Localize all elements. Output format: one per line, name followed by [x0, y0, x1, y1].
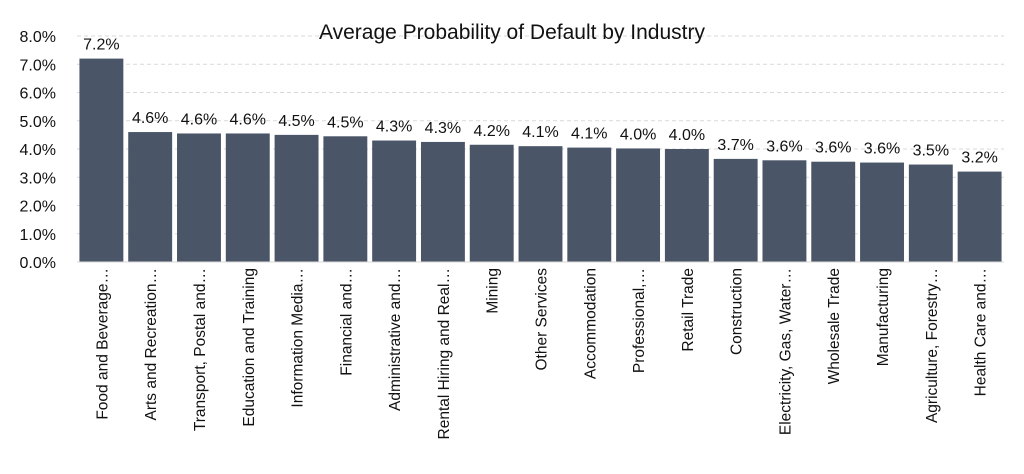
bar [323, 136, 368, 262]
data-label: 4.5% [327, 114, 363, 131]
bar [274, 134, 319, 263]
data-label: 3.6% [864, 141, 900, 158]
y-tick-label: 5.0% [20, 114, 56, 131]
chart-title: Average Probability of Default by Indust… [319, 21, 705, 44]
x-category-label: Health Care and… [973, 268, 990, 396]
bar [567, 147, 612, 262]
data-label: 4.0% [669, 127, 705, 144]
x-category-label: Accommodation [582, 268, 599, 379]
data-label: 4.6% [132, 110, 168, 127]
data-label: 3.6% [766, 138, 802, 155]
data-label: 4.6% [230, 111, 266, 128]
bar [811, 161, 856, 262]
bar [860, 162, 904, 262]
bar [713, 158, 758, 262]
data-label: 3.2% [961, 150, 997, 167]
data-label: 4.6% [181, 111, 217, 128]
x-category-label: Transport, Postal and… [192, 268, 209, 431]
bar [908, 164, 953, 262]
y-axis: 0.0% 1.0% 2.0% 3.0% 4.0% 5.0% 6.0% 7.0% 8.0% [20, 29, 56, 272]
data-label: 4.0% [620, 126, 656, 143]
x-category-label: Food and Beverage… [94, 268, 111, 420]
data-label: 4.3% [376, 119, 412, 136]
y-tick-label: 4.0% [20, 142, 56, 159]
data-label: 4.1% [522, 124, 558, 141]
y-tick-label: 3.0% [20, 170, 56, 187]
bar [177, 133, 221, 262]
x-category-label: Construction [729, 268, 746, 355]
bar [372, 140, 417, 262]
bar [616, 148, 661, 262]
data-label: 3.7% [717, 137, 753, 154]
x-category-label: Professional,… [631, 268, 648, 373]
x-category-label: Other Services [534, 268, 551, 371]
x-category-label: Mining [485, 268, 502, 314]
x-category-label: Retail Trade [680, 268, 697, 352]
bar [762, 160, 807, 262]
x-category-label: Administrative and… [387, 268, 404, 411]
y-tick-label: 2.0% [20, 199, 56, 216]
data-label: 7.2% [83, 37, 119, 54]
bar [79, 58, 124, 262]
data-label: 4.2% [473, 123, 509, 140]
y-tick-label: 8.0% [20, 29, 56, 46]
x-category-label: Manufacturing [875, 268, 892, 366]
bar [128, 132, 173, 262]
y-tick-label: 1.0% [20, 227, 56, 244]
x-category-label: Financial and… [338, 268, 355, 376]
x-category-label: Rental Hiring and Real… [436, 268, 453, 439]
x-category-label: Electricity, Gas, Water… [777, 268, 794, 435]
data-label: 3.6% [815, 140, 851, 157]
y-tick-label: 6.0% [20, 86, 56, 103]
x-category-label: Agriculture, Forestry… [924, 268, 941, 423]
y-tick-label: 7.0% [20, 57, 56, 74]
bar [420, 141, 465, 262]
data-label: 3.5% [913, 143, 949, 160]
x-category-label: Information Media… [290, 268, 307, 408]
bar [957, 171, 1002, 262]
x-category-label: Wholesale Trade [826, 268, 843, 384]
bar [469, 144, 514, 262]
data-label: 4.1% [571, 126, 607, 143]
y-tick-label: 0.0% [20, 255, 56, 272]
bar [518, 146, 563, 262]
x-category-label: Arts and Recreation… [143, 268, 160, 421]
x-category-label: Education and Training [241, 268, 258, 427]
data-labels: 7.2% 4.6% 4.6% 4.6% 4.5% 4.5% 4.3% 4.3% 4.2% 4.1%… [83, 37, 998, 167]
bar [225, 133, 270, 262]
x-axis: Food and Beverage… Arts and Recreation… Tr… [77, 261, 1004, 439]
bar [664, 149, 709, 262]
data-label: 4.5% [278, 113, 314, 130]
bars [79, 58, 1002, 263]
data-label: 4.3% [425, 120, 461, 137]
